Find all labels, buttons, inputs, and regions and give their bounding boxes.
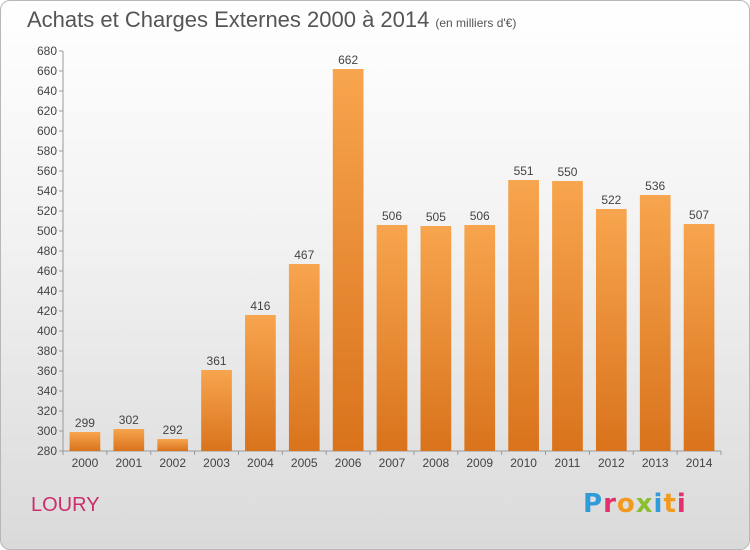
bar-2002 xyxy=(157,439,189,451)
chart-subtitle: (en milliers d'€) xyxy=(435,16,517,30)
bar-2004 xyxy=(245,315,276,451)
chart-title: Achats et Charges Externes 2000 à 2014 (e… xyxy=(27,7,516,33)
y-tick-label: 560 xyxy=(37,164,57,178)
x-tick-label: 2000 xyxy=(72,456,99,470)
brand-logo-letter: r xyxy=(603,489,617,519)
data-label-2006: 662 xyxy=(338,53,358,67)
y-tick-label: 420 xyxy=(37,304,57,318)
brand-logo-letter: t xyxy=(663,489,677,519)
x-tick-label: 2010 xyxy=(510,456,537,470)
bar-2007 xyxy=(376,225,408,451)
data-label-2005: 467 xyxy=(294,248,314,262)
x-tick-label: 2008 xyxy=(423,456,450,470)
bar-2000 xyxy=(69,432,101,451)
data-label-2013: 536 xyxy=(645,179,665,193)
data-label-2011: 550 xyxy=(557,165,577,179)
x-tick-label: 2006 xyxy=(335,456,362,470)
y-tick-label: 360 xyxy=(37,364,57,378)
data-label-2014: 507 xyxy=(689,208,709,222)
data-label-2007: 506 xyxy=(382,209,402,223)
bar-2005 xyxy=(288,264,320,451)
data-label-2009: 506 xyxy=(470,209,490,223)
bar-2006 xyxy=(332,69,364,451)
brand-logo-letter: i xyxy=(676,489,687,519)
x-tick-label: 2002 xyxy=(159,456,186,470)
data-label-2012: 522 xyxy=(601,193,621,207)
y-tick-label: 660 xyxy=(37,64,57,78)
y-tick-label: 380 xyxy=(37,344,57,358)
bar-2003 xyxy=(201,370,232,451)
data-label-2003: 361 xyxy=(207,354,227,368)
x-tick-label: 2009 xyxy=(466,456,493,470)
x-tick-label: 2012 xyxy=(598,456,625,470)
x-tick-label: 2001 xyxy=(115,456,142,470)
x-tick-label: 2011 xyxy=(555,456,581,470)
y-tick-label: 340 xyxy=(37,384,57,398)
x-tick-label: 2013 xyxy=(642,456,669,470)
y-tick-label: 500 xyxy=(37,224,57,238)
bar-2013 xyxy=(639,195,671,451)
y-tick-label: 600 xyxy=(37,124,57,138)
brand-logo-letter: P xyxy=(583,489,604,519)
y-tick-label: 580 xyxy=(37,144,57,158)
brand-logo-letter: x xyxy=(635,489,654,519)
x-tick-label: 2004 xyxy=(247,456,274,470)
brand-logo-letter: o xyxy=(616,489,636,519)
data-label-2001: 302 xyxy=(119,413,139,427)
y-tick-label: 620 xyxy=(37,104,57,118)
brand-logo-letter: i xyxy=(653,489,664,519)
chart-axes: 280 300 320 340 360 380 400 420 440 460 480 500 520 5… xyxy=(37,44,722,470)
data-label-2002: 292 xyxy=(163,423,183,437)
bar-2012 xyxy=(595,209,627,451)
y-tick-label: 540 xyxy=(37,184,57,198)
data-label-2008: 505 xyxy=(426,210,446,224)
brand-logo: Proxiti xyxy=(583,489,687,519)
bar-2009 xyxy=(464,225,496,451)
x-tick-label: 2005 xyxy=(291,456,318,470)
y-tick-label: 460 xyxy=(37,264,57,278)
y-tick-label: 640 xyxy=(37,84,57,98)
bar-2010 xyxy=(508,180,539,451)
chart-title-text: Achats et Charges Externes 2000 à 2014 xyxy=(27,7,430,32)
location-label: LOURY xyxy=(31,494,100,516)
y-tick-label: 440 xyxy=(37,284,57,298)
y-tick-label: 400 xyxy=(37,324,57,338)
x-tick-label: 2014 xyxy=(686,456,713,470)
chart-bars xyxy=(69,69,715,451)
x-tick-label: 2003 xyxy=(203,456,230,470)
bar-2008 xyxy=(420,226,452,451)
bar-2011 xyxy=(552,181,583,451)
data-label-2000: 299 xyxy=(75,416,95,430)
y-tick-label: 280 xyxy=(37,444,57,458)
data-label-2004: 416 xyxy=(250,299,270,313)
y-tick-label: 320 xyxy=(37,404,57,418)
chart-data-labels: 299 302 292 361 416 467 662 506 505 506 551 550 522 5… xyxy=(75,53,709,437)
x-tick-label: 2007 xyxy=(379,456,406,470)
bar-2001 xyxy=(113,429,145,451)
y-tick-label: 480 xyxy=(37,244,57,258)
y-tick-label: 300 xyxy=(37,424,57,438)
y-tick-label: 680 xyxy=(37,44,57,58)
data-label-2010: 551 xyxy=(514,164,534,178)
bar-2014 xyxy=(683,224,715,451)
y-tick-label: 520 xyxy=(37,204,57,218)
